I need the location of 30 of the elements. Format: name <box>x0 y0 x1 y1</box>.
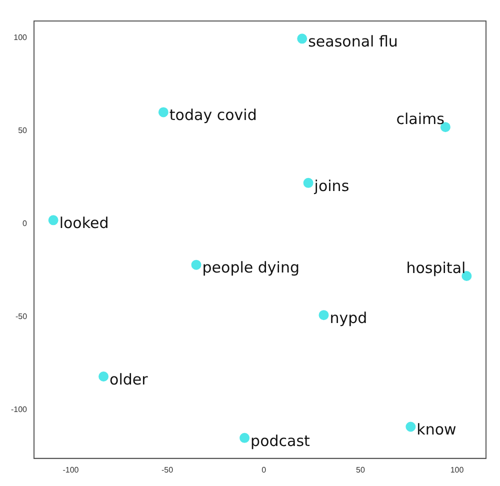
annotation: nypd <box>330 308 368 327</box>
x-tick-label: -50 <box>162 465 174 474</box>
point <box>406 422 416 432</box>
annotation: looked <box>59 214 109 232</box>
annotation: know <box>416 420 456 439</box>
point <box>98 372 109 382</box>
point <box>240 432 250 443</box>
y-tick-label: 100 <box>14 32 28 42</box>
annotation: podcast <box>250 432 310 450</box>
annotation: seasonal flu <box>308 32 398 51</box>
y-tick-label: 0 <box>22 219 28 228</box>
annotation: people dying <box>202 258 300 277</box>
point <box>303 178 314 188</box>
point <box>191 260 202 270</box>
x-tick-label: 50 <box>356 465 366 474</box>
annotation: today covid <box>169 106 257 124</box>
x-tick-label: -100 <box>62 465 80 474</box>
annotation: joins <box>313 176 350 195</box>
point <box>318 310 329 320</box>
annotation: claims <box>396 110 445 128</box>
y-tick-label: -100 <box>10 405 28 414</box>
y-tick-label: 50 <box>18 126 28 136</box>
annotation: hospital <box>406 258 466 277</box>
y-tick-label: -50 <box>15 312 28 322</box>
point <box>158 107 168 118</box>
point <box>297 34 308 44</box>
point <box>48 215 58 226</box>
x-tick-label: 100 <box>450 465 464 474</box>
x-tick-label: 0 <box>262 465 267 474</box>
annotation: older <box>110 370 149 388</box>
